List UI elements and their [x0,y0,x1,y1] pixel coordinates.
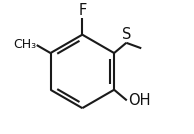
Text: S: S [122,27,131,42]
Text: OH: OH [128,93,150,108]
Text: CH₃: CH₃ [13,38,36,51]
Text: F: F [78,3,87,18]
